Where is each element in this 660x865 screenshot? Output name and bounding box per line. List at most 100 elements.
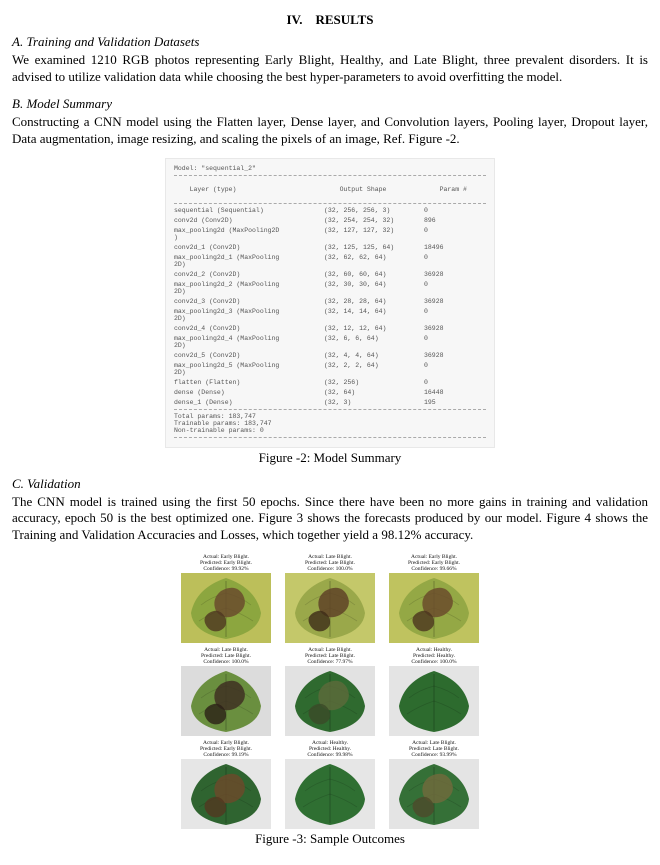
leaf-image	[285, 573, 375, 643]
model-row: max_pooling2d_1 (MaxPooling(32, 62, 62, …	[174, 254, 486, 261]
row-param: 896	[424, 217, 464, 224]
divider	[174, 203, 486, 204]
leaf-confidence: Confidence: 100.0%	[411, 659, 456, 665]
model-name: Model: "sequential_2"	[174, 165, 486, 172]
model-row: sequential (Sequential)(32, 256, 256, 3)…	[174, 207, 486, 214]
row-layer-wrap: 2D)	[174, 342, 486, 349]
model-row: max_pooling2d_3 (MaxPooling(32, 14, 14, …	[174, 308, 486, 315]
leaf-confidence: Confidence: 99.98%	[307, 752, 352, 758]
leaf-cell: Actual: Early Blight.Predicted: Early Bl…	[176, 740, 276, 829]
row-layer: conv2d_4 (Conv2D)	[174, 325, 324, 332]
divider	[174, 409, 486, 410]
row-param: 36928	[424, 298, 464, 305]
row-layer-wrap: 2D)	[174, 288, 486, 295]
model-row: conv2d_3 (Conv2D)(32, 28, 28, 64)36928	[174, 298, 486, 305]
subsection-b-heading: B. Model Summary	[12, 96, 648, 112]
model-row: conv2d_1 (Conv2D)(32, 125, 125, 64)18496	[174, 244, 486, 251]
row-shape: (32, 28, 28, 64)	[324, 298, 424, 305]
subsection-a-text: We examined 1210 RGB photos representing…	[12, 52, 648, 86]
leaf-cell: Actual: Early Blight.Predicted: Early Bl…	[384, 554, 484, 643]
leaf-label: Actual: Healthy.Predicted: Healthy.Confi…	[411, 647, 456, 665]
leaf-label: Actual: Late Blight.Predicted: Late Blig…	[201, 647, 251, 665]
leaf-cell: Actual: Late Blight.Predicted: Late Blig…	[280, 647, 380, 736]
leaf-confidence: Confidence: 99.66%	[408, 566, 460, 572]
row-shape: (32, 30, 30, 64)	[324, 281, 424, 288]
row-param: 0	[424, 335, 464, 342]
leaf-cell: Actual: Healthy.Predicted: Healthy.Confi…	[384, 647, 484, 736]
trainable-params: Trainable params: 183,747	[174, 420, 486, 427]
row-shape: (32, 127, 127, 32)	[324, 227, 424, 234]
divider	[174, 175, 486, 176]
model-row: max_pooling2d_4 (MaxPooling(32, 6, 6, 64…	[174, 335, 486, 342]
model-row: conv2d_4 (Conv2D)(32, 12, 12, 64)36928	[174, 325, 486, 332]
leaf-image	[389, 573, 479, 643]
row-layer: conv2d_3 (Conv2D)	[174, 298, 324, 305]
row-shape: (32, 125, 125, 64)	[324, 244, 424, 251]
row-shape: (32, 2, 2, 64)	[324, 362, 424, 369]
row-shape: (32, 62, 62, 64)	[324, 254, 424, 261]
col-layer: Layer (type)	[190, 186, 340, 193]
section-header: IV. RESULTS	[12, 12, 648, 28]
row-layer: max_pooling2d_4 (MaxPooling	[174, 335, 324, 342]
leaf-label: Actual: Early Blight.Predicted: Early Bl…	[408, 554, 460, 572]
row-shape: (32, 256, 256, 3)	[324, 207, 424, 214]
subsection-c-heading: C. Validation	[12, 476, 648, 492]
total-params: Total params: 183,747	[174, 413, 486, 420]
model-row: flatten (Flatten)(32, 256)0	[174, 379, 486, 386]
divider	[174, 437, 486, 438]
row-layer: max_pooling2d_5 (MaxPooling	[174, 362, 324, 369]
model-row: dense (Dense)(32, 64)16448	[174, 389, 486, 396]
leaf-image	[181, 759, 271, 829]
leaf-confidence: Confidence: 77.97%	[305, 659, 355, 665]
leaf-confidence: Confidence: 99.92%	[200, 566, 252, 572]
row-param: 36928	[424, 325, 464, 332]
row-param: 195	[424, 399, 464, 406]
row-shape: (32, 14, 14, 64)	[324, 308, 424, 315]
leaf-grid: Actual: Early Blight.Predicted: Early Bl…	[170, 554, 490, 829]
row-param: 0	[424, 207, 464, 214]
model-header-row: Layer (type)Output ShapeParam #	[174, 179, 486, 200]
row-param: 16448	[424, 389, 464, 396]
leaf-label: Actual: Early Blight.Predicted: Early Bl…	[200, 740, 252, 758]
row-shape: (32, 12, 12, 64)	[324, 325, 424, 332]
row-layer: max_pooling2d (MaxPooling2D	[174, 227, 324, 234]
row-param: 0	[424, 254, 464, 261]
leaf-label: Actual: Late Blight.Predicted: Late Blig…	[305, 554, 355, 572]
model-summary: Model: "sequential_2" Layer (type)Output…	[165, 158, 495, 448]
row-layer: conv2d (Conv2D)	[174, 217, 324, 224]
leaf-cell: Actual: Early Blight.Predicted: Early Bl…	[176, 554, 276, 643]
row-layer: max_pooling2d_2 (MaxPooling	[174, 281, 324, 288]
row-param: 0	[424, 362, 464, 369]
model-row: max_pooling2d_5 (MaxPooling(32, 2, 2, 64…	[174, 362, 486, 369]
leaf-label: Actual: Late Blight.Predicted: Late Blig…	[305, 647, 355, 665]
row-layer: conv2d_2 (Conv2D)	[174, 271, 324, 278]
row-layer-wrap: 2D)	[174, 369, 486, 376]
col-shape: Output Shape	[340, 186, 440, 193]
row-shape: (32, 4, 4, 64)	[324, 352, 424, 359]
row-shape: (32, 64)	[324, 389, 424, 396]
leaf-image	[389, 759, 479, 829]
row-layer-wrap: 2D)	[174, 315, 486, 322]
row-layer: flatten (Flatten)	[174, 379, 324, 386]
row-shape: (32, 254, 254, 32)	[324, 217, 424, 224]
figure3-caption: Figure -3: Sample Outcomes	[12, 831, 648, 847]
row-layer: sequential (Sequential)	[174, 207, 324, 214]
subsection-c-text: The CNN model is trained using the first…	[12, 494, 648, 545]
row-shape: (32, 60, 60, 64)	[324, 271, 424, 278]
leaf-cell: Actual: Healthy.Predicted: Healthy.Confi…	[280, 740, 380, 829]
row-param: 36928	[424, 352, 464, 359]
nontrainable-params: Non-trainable params: 0	[174, 427, 486, 434]
leaf-confidence: Confidence: 99.19%	[200, 752, 252, 758]
row-param: 36928	[424, 271, 464, 278]
leaf-confidence: Confidence: 100.0%	[201, 659, 251, 665]
leaf-image	[389, 666, 479, 736]
leaf-image	[181, 573, 271, 643]
row-layer: dense (Dense)	[174, 389, 324, 396]
model-row: max_pooling2d_2 (MaxPooling(32, 30, 30, …	[174, 281, 486, 288]
leaf-label: Actual: Early Blight.Predicted: Early Bl…	[200, 554, 252, 572]
row-shape: (32, 256)	[324, 379, 424, 386]
leaf-label: Actual: Healthy.Predicted: Healthy.Confi…	[307, 740, 352, 758]
leaf-cell: Actual: Late Blight.Predicted: Late Blig…	[280, 554, 380, 643]
model-row: conv2d_2 (Conv2D)(32, 60, 60, 64)36928	[174, 271, 486, 278]
model-row: conv2d_5 (Conv2D)(32, 4, 4, 64)36928	[174, 352, 486, 359]
